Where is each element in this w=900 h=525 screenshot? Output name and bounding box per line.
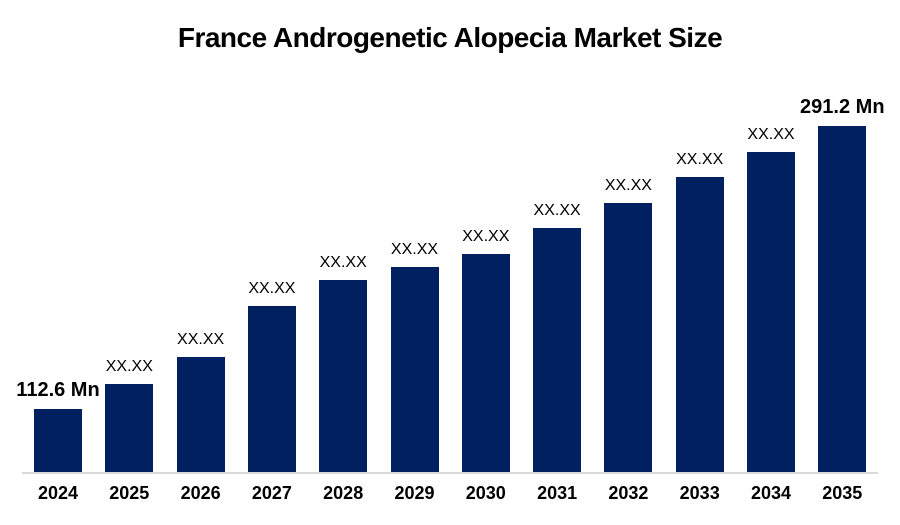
x-tick-label-2028: 2028: [323, 483, 364, 503]
bar-value-label-2033: XX.XX: [676, 151, 724, 168]
bar-value-label-2032: XX.XX: [604, 177, 652, 194]
x-tick-label-2035: 2035: [822, 483, 863, 503]
bar-value-label-2034: XX.XX: [747, 126, 795, 143]
bar-2032: [604, 203, 653, 473]
bar-value-label-2029: XX.XX: [390, 241, 439, 258]
x-tick-label-2030: 2030: [465, 483, 506, 503]
bar-value-label-2035: 291.2 Mn: [800, 96, 885, 118]
x-tick-label-2027: 2027: [251, 483, 292, 503]
x-tick-label-2024: 2024: [37, 483, 79, 503]
x-tick-label-2031: 2031: [537, 483, 578, 503]
bar-value-label-2030: XX.XX: [462, 228, 510, 245]
bar-2025: [105, 384, 154, 473]
chart-title: France Androgenetic Alopecia Market Size: [177, 22, 723, 53]
bar-2026: [176, 357, 225, 473]
bar-2029: [390, 267, 439, 473]
x-tick-label-2025: 2025: [109, 483, 150, 503]
bar-2027: [247, 306, 296, 473]
x-tick-label-2033: 2033: [679, 483, 720, 503]
bar-value-label-2026: XX.XX: [177, 331, 225, 348]
bar-value-label-2025: XX.XX: [105, 358, 153, 375]
bar-value-label-2027: XX.XX: [248, 280, 296, 297]
bar-2030: [461, 254, 510, 473]
bar-2031: [533, 228, 582, 473]
bar-2034: [747, 152, 795, 473]
bar-2035: [818, 126, 867, 473]
bar-value-label-2024: 112.6 Mn: [16, 379, 100, 401]
x-tick-label-2029: 2029: [394, 483, 435, 503]
x-axis-line: [22, 472, 878, 474]
bar-2033: [675, 177, 724, 473]
bar-2028: [319, 280, 368, 473]
x-tick-label-2034: 2034: [750, 483, 792, 503]
bar-2024: [34, 409, 82, 473]
bar-value-label-2031: XX.XX: [533, 202, 581, 219]
x-tick-label-2026: 2026: [180, 483, 221, 503]
x-tick-label-2032: 2032: [608, 483, 649, 503]
bar-value-label-2028: XX.XX: [319, 254, 367, 271]
